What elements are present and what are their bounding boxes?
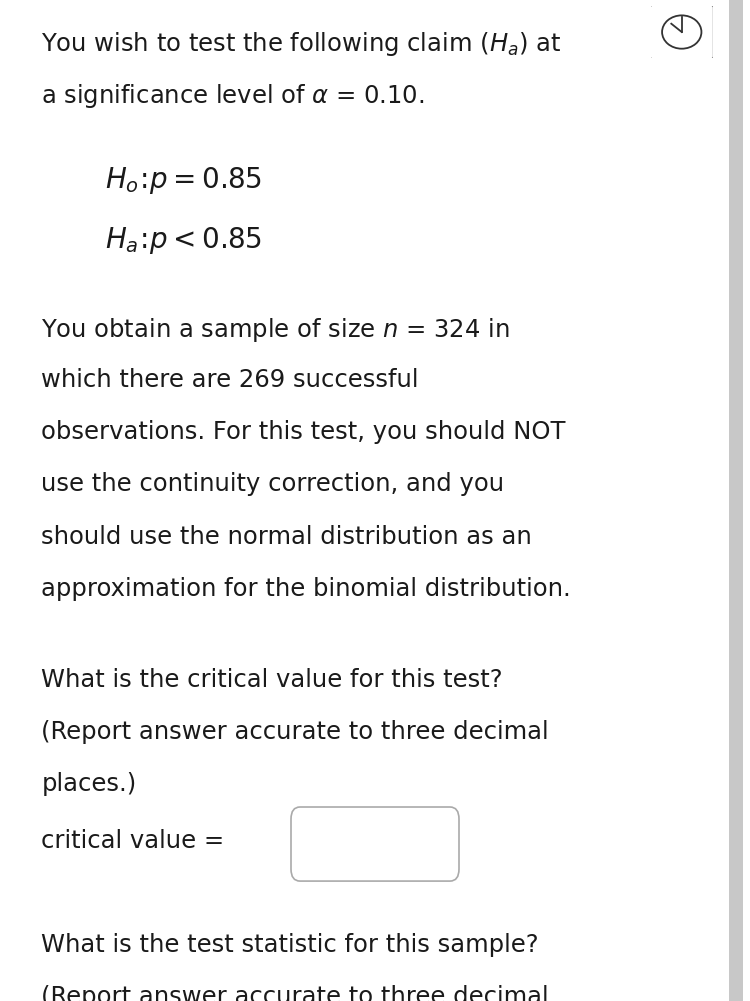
FancyBboxPatch shape (291, 807, 459, 881)
Text: $H_o\!:\!p = 0.85$: $H_o\!:\!p = 0.85$ (105, 165, 262, 196)
Text: You obtain a sample of size $n$ = 324 in: You obtain a sample of size $n$ = 324 in (41, 316, 510, 344)
Text: observations. For this test, you should NOT: observations. For this test, you should … (41, 420, 566, 444)
Text: use the continuity correction, and you: use the continuity correction, and you (41, 472, 504, 496)
Text: critical value =: critical value = (41, 829, 224, 853)
Text: places.): places.) (41, 772, 136, 796)
Text: (Report answer accurate to three decimal: (Report answer accurate to three decimal (41, 720, 549, 744)
Text: which there are 269 successful: which there are 269 successful (41, 368, 418, 392)
Text: What is the critical value for this test?: What is the critical value for this test… (41, 668, 502, 692)
Text: $H_a\!:\!p < 0.85$: $H_a\!:\!p < 0.85$ (105, 225, 262, 256)
Text: should use the normal distribution as an: should use the normal distribution as an (41, 525, 532, 549)
Text: approximation for the binomial distribution.: approximation for the binomial distribut… (41, 577, 571, 601)
Text: a significance level of $\alpha$ = 0.10.: a significance level of $\alpha$ = 0.10. (41, 82, 424, 110)
Bar (729, 0, 742, 1001)
Text: You wish to test the following claim ($H_a$) at: You wish to test the following claim ($H… (41, 30, 562, 58)
Text: (Report answer accurate to three decimal: (Report answer accurate to three decimal (41, 985, 549, 1001)
Text: What is the test statistic for this sample?: What is the test statistic for this samp… (41, 933, 538, 957)
